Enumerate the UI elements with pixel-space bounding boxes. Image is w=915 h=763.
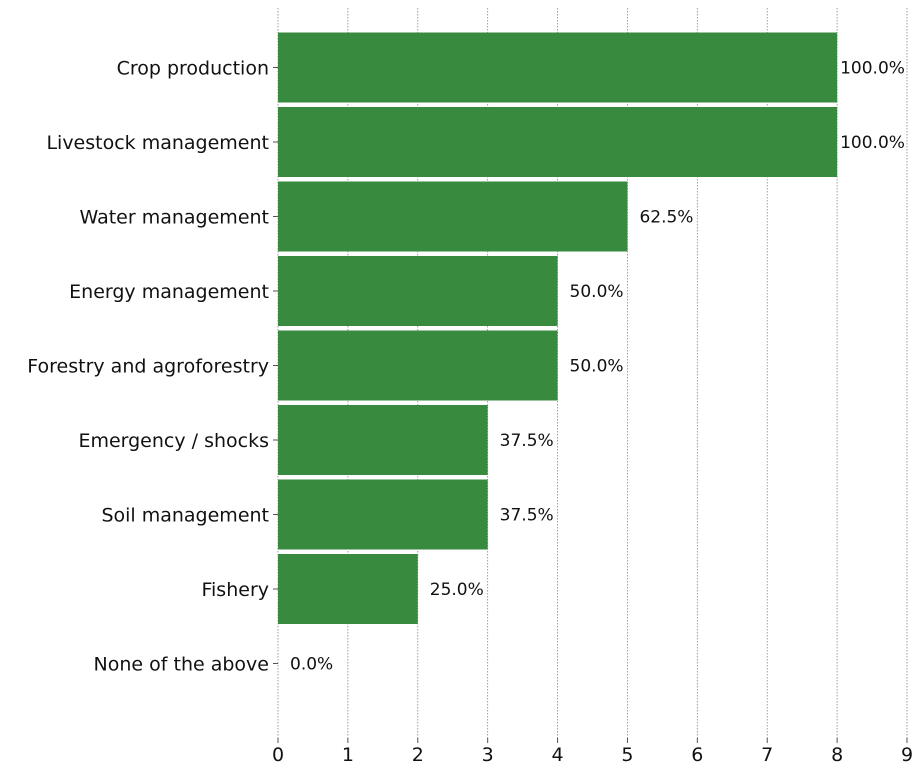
category-label: None of the above [94,654,269,676]
bars [278,32,838,624]
data-label: 37.5% [500,431,554,451]
x-axis-ticks: 0 1 2 3 4 5 6 7 8 9 [272,67,913,763]
data-label: 0.0% [290,655,333,675]
category-label: Livestock management [46,132,269,154]
bar [278,330,558,401]
data-label: 100.0% [840,133,905,153]
bar [278,256,558,326]
x-tick-label: 0 [272,744,284,763]
x-tick-label: 9 [901,744,913,763]
data-label: 62.5% [639,208,693,228]
data-label: 50.0% [570,282,624,302]
bar [278,405,488,475]
data-label: 100.0% [840,59,905,79]
x-tick-label: 2 [412,744,424,763]
x-tick-label: 8 [831,744,843,763]
x-tick-label: 6 [691,744,703,763]
x-tick-label: 7 [761,744,773,763]
category-label: Soil management [101,505,269,527]
data-label: 37.5% [500,506,554,526]
category-label: Energy management [69,281,269,303]
category-label: Water management [80,207,269,229]
bar [278,107,838,177]
bar [278,479,488,550]
bar [278,554,418,624]
bar [278,181,628,252]
bar [278,32,838,103]
x-tick-label: 1 [342,744,354,763]
x-tick-label: 4 [552,744,564,763]
category-labels: Crop production Livestock management Water… [27,58,269,676]
data-label: 50.0% [570,357,624,377]
x-tick-label: 5 [621,744,633,763]
category-label: Forestry and agroforestry [27,356,269,378]
x-tick-label: 3 [482,744,494,763]
data-labels: 100.0% 100.0% 62.5% 50.0% 50.0% 37.5% 37.5% 25.… [290,59,905,675]
category-label: Emergency / shocks [78,430,269,452]
category-label: Fishery [201,579,269,601]
category-label: Crop production [117,58,269,80]
data-label: 25.0% [430,580,484,600]
